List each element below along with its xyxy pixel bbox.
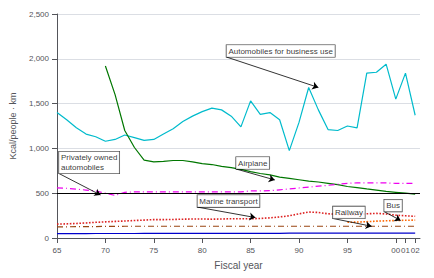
svg-text:00: 00 — [391, 246, 400, 255]
svg-text:1,000: 1,000 — [29, 144, 50, 153]
svg-text:Kcal/people · km: Kcal/people · km — [8, 92, 18, 159]
svg-text:Fiscal year: Fiscal year — [214, 260, 263, 271]
svg-text:2,000: 2,000 — [29, 54, 50, 63]
svg-text:70: 70 — [101, 246, 110, 255]
svg-text:85: 85 — [246, 246, 255, 255]
svg-text:01: 01 — [401, 246, 410, 255]
svg-text:automobiles: automobiles — [61, 163, 104, 172]
svg-text:95: 95 — [343, 246, 352, 255]
svg-text:Automobiles for business use: Automobiles for business use — [228, 47, 333, 56]
svg-text:2,500: 2,500 — [29, 10, 50, 19]
svg-text:Airplane: Airplane — [238, 159, 268, 168]
svg-text:Railway: Railway — [335, 208, 363, 217]
svg-text:65: 65 — [53, 246, 62, 255]
svg-text:75: 75 — [149, 246, 158, 255]
svg-text:90: 90 — [295, 246, 304, 255]
svg-text:80: 80 — [198, 246, 207, 255]
svg-text:Bus: Bus — [386, 201, 400, 210]
svg-text:500: 500 — [36, 189, 50, 198]
svg-text:1,500: 1,500 — [29, 99, 50, 108]
svg-text:Privately owned: Privately owned — [61, 153, 117, 162]
svg-text:02: 02 — [411, 246, 420, 255]
svg-text:Marine transport: Marine transport — [199, 197, 258, 206]
svg-text:0: 0 — [45, 234, 50, 243]
